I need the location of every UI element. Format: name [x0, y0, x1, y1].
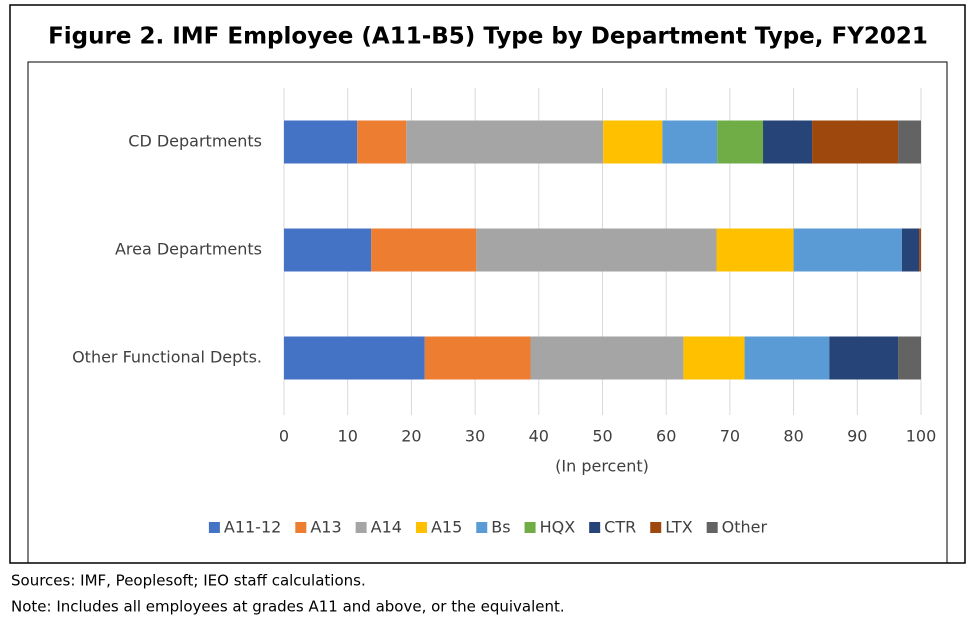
- legend-swatch: [355, 522, 367, 533]
- bar-segment: [812, 120, 899, 164]
- legend-swatch: [208, 522, 220, 533]
- bar-segment: [371, 228, 477, 272]
- legend-swatch: [589, 522, 601, 533]
- x-tick-label: 0: [279, 427, 289, 446]
- bar-segment: [919, 228, 921, 272]
- bar-segment: [530, 336, 684, 380]
- legend-label: Bs: [491, 518, 510, 537]
- y-tick-label: CD Departments: [128, 132, 262, 151]
- x-tick-label: 50: [592, 427, 612, 446]
- x-tick-label: 60: [656, 427, 676, 446]
- note: Note: Includes all employees at grades A…: [11, 598, 565, 616]
- legend-swatch: [415, 522, 427, 533]
- bar-segment: [284, 228, 372, 272]
- legend-label: CTR: [604, 518, 636, 537]
- x-tick-label: 90: [847, 427, 867, 446]
- bar-segment: [763, 120, 813, 164]
- x-tick-label: 20: [401, 427, 421, 446]
- legend-swatch: [650, 522, 662, 533]
- bar-segment: [717, 120, 764, 164]
- bar-segment: [406, 120, 604, 164]
- x-tick-label: 80: [783, 427, 803, 446]
- legend-swatch: [295, 522, 307, 533]
- x-tick-label: 40: [529, 427, 549, 446]
- legend-swatch: [706, 522, 718, 533]
- legend-label: HQX: [540, 518, 576, 537]
- y-tick-label: Other Functional Depts.: [72, 348, 262, 367]
- bar-segment: [716, 228, 794, 272]
- x-tick-label: 100: [906, 427, 937, 446]
- bar-segment: [284, 120, 358, 164]
- bar-segment: [744, 336, 830, 380]
- legend-label: A14: [371, 518, 402, 537]
- source-note: Sources: IMF, Peoplesoft; IEO staff calc…: [11, 572, 366, 590]
- legend-label: A11-12: [224, 518, 281, 537]
- legend-label: A13: [310, 518, 341, 537]
- x-axis-label: (In percent): [555, 457, 649, 476]
- bar-segment: [898, 336, 921, 380]
- bar-segment: [357, 120, 407, 164]
- legend-label: LTX: [665, 518, 692, 537]
- bar-segment: [898, 120, 921, 164]
- bar-segment: [284, 336, 425, 380]
- legend-label: Other: [722, 518, 768, 537]
- bar-segment: [476, 228, 717, 272]
- bar-segment: [793, 228, 902, 272]
- bar-segment: [901, 228, 920, 272]
- bar-segment: [662, 120, 718, 164]
- bar-segment: [683, 336, 745, 380]
- plot-frame: [27, 61, 948, 564]
- legend-label: A15: [431, 518, 462, 537]
- x-tick-label: 10: [338, 427, 358, 446]
- outer-frame: [9, 4, 966, 564]
- x-tick-label: 30: [465, 427, 485, 446]
- bar-segment: [603, 120, 663, 164]
- legend-swatch: [524, 522, 536, 533]
- bar-segment: [829, 336, 899, 380]
- y-tick-label: Area Departments: [115, 240, 262, 259]
- legend-swatch: [476, 522, 488, 533]
- chart-title: Figure 2. IMF Employee (A11-B5) Type by …: [48, 24, 928, 50]
- x-tick-label: 70: [720, 427, 740, 446]
- bar-segment: [424, 336, 531, 380]
